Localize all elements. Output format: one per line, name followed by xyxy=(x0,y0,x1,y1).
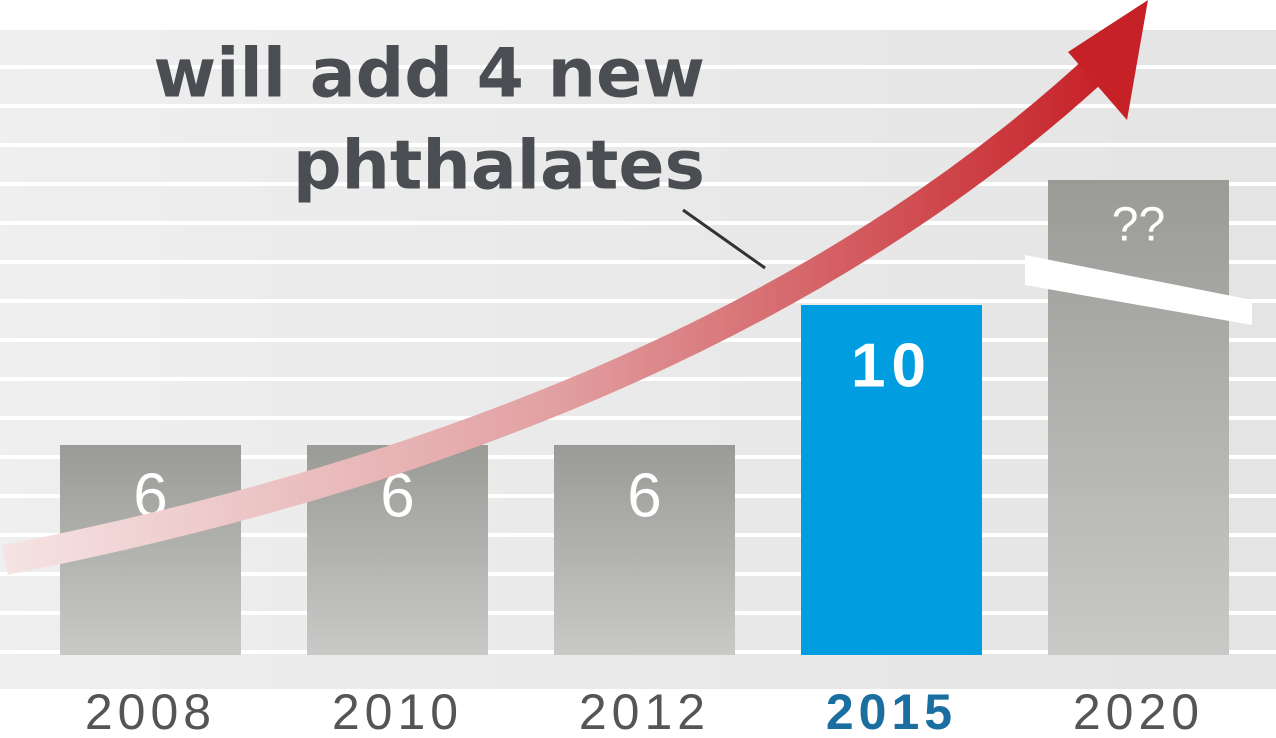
value-label: 10 xyxy=(851,331,932,400)
x-tick-label: 2010 xyxy=(332,684,463,738)
x-tick-label: 2020 xyxy=(1073,684,1204,738)
value-label: 6 xyxy=(627,461,661,530)
arrow-head xyxy=(1068,0,1148,120)
title-line: phthalates xyxy=(293,127,705,206)
bar-break xyxy=(1025,255,1252,325)
stripe xyxy=(0,30,1276,65)
trend-arrow xyxy=(2,49,1116,575)
value-label: ?? xyxy=(1112,199,1165,252)
x-tick-label: 2012 xyxy=(579,684,710,738)
placeholder-bar xyxy=(1048,180,1229,655)
bar xyxy=(554,445,735,655)
x-tick-label: 2015 xyxy=(826,684,957,738)
bar xyxy=(801,305,982,655)
stripe xyxy=(0,654,1276,689)
annotation-pointer xyxy=(682,208,766,270)
x-tick-label: 2008 xyxy=(85,684,216,738)
stripe xyxy=(0,147,1276,182)
title-line: will add 4 new xyxy=(153,35,705,114)
